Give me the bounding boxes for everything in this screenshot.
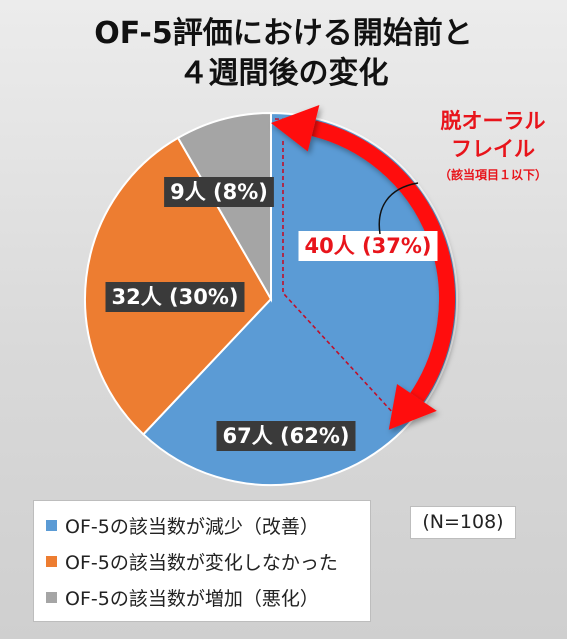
arrow-head-bottom [388, 383, 437, 430]
annotation-line-1: 脱オーラル [441, 109, 546, 133]
chart-title-line-2: ４週間後の変化 [178, 56, 389, 91]
legend-swatch-3 [46, 591, 57, 603]
slice-label-3: 9人 (8%) [164, 177, 274, 207]
chart-title-line-1: OF-5評価における開始前と [94, 16, 473, 51]
slice-label-box-3 [164, 177, 274, 207]
annotation-sub: （該当項目１以下） [439, 167, 547, 182]
slice-label-box-1 [216, 421, 356, 451]
pie-slice-1 [141, 111, 458, 486]
legend-item-3: OF-5の該当数が増加（悪化） [46, 579, 370, 615]
slice-label-text-1: 67人 (62%) [223, 424, 350, 448]
legend-swatch-2 [46, 555, 57, 567]
slice-label-text-2: 32人 (30%) [112, 285, 239, 309]
annotation-line-2: フレイル [451, 137, 535, 161]
slice-label-2: 32人 (30%) [105, 282, 245, 312]
sub-slice-label-box [298, 231, 438, 261]
legend-item-1: OF-5の該当数が減少（改善） [46, 507, 370, 543]
slice-label-text-3: 9人 (8%) [170, 180, 268, 204]
slice-label-box-2 [105, 282, 245, 312]
arrow-head-top [271, 104, 320, 152]
legend-label-3: OF-5の該当数が増加（悪化） [65, 587, 319, 610]
sample-size-label: (N=108) [410, 506, 516, 539]
slice-label-1: 67人 (62%) [216, 421, 356, 451]
legend-label-2: OF-5の該当数が変化しなかった [65, 551, 338, 574]
annotation-leader-line [378, 182, 419, 235]
sub-slice-label-text: 40人 (37%) [305, 234, 432, 258]
sub-slice-label: 40人 (37%) [298, 231, 438, 261]
legend-item-2: OF-5の該当数が変化しなかった [46, 543, 370, 579]
legend: OF-5の該当数が減少（改善） OF-5の該当数が変化しなかった OF-5の該当数が… [33, 500, 371, 622]
sub-slice-outline [282, 141, 399, 420]
legend-label-1: OF-5の該当数が減少（改善） [65, 515, 319, 538]
chart-title: OF-5評価における開始前と ４週間後の変化 [0, 14, 567, 94]
legend-swatch-1 [46, 519, 57, 531]
